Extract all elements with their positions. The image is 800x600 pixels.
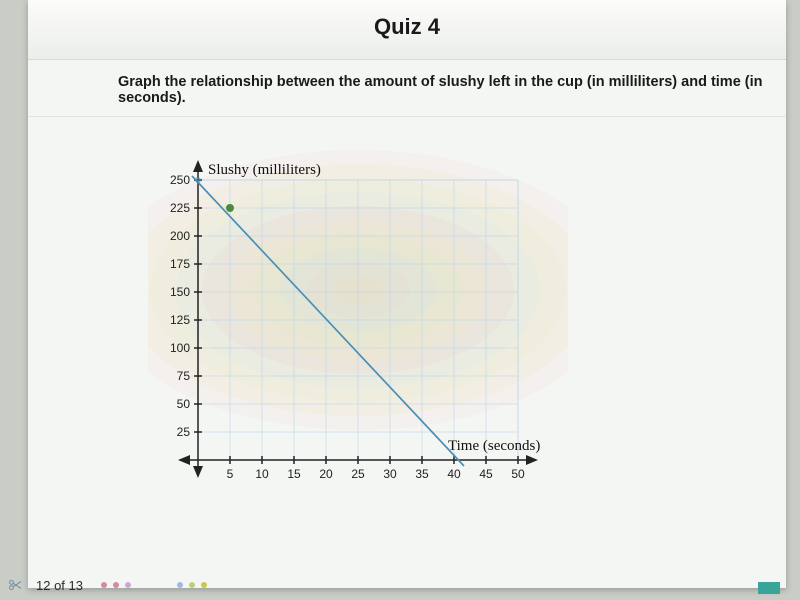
progress-dot[interactable]: [201, 582, 207, 588]
svg-text:10: 10: [255, 467, 269, 481]
svg-text:30: 30: [383, 467, 397, 481]
quiz-title: Quiz 4: [28, 14, 786, 40]
svg-text:5: 5: [227, 467, 234, 481]
chart-area[interactable]: 5 10 15 20 25 30 35 40 45 50 25 50 75 100 125 150 175 200…: [148, 140, 568, 500]
progress-dot[interactable]: [125, 582, 131, 588]
svg-text:40: 40: [447, 467, 461, 481]
svg-text:25: 25: [177, 425, 191, 439]
progress-dot[interactable]: [189, 582, 195, 588]
footer-bar: 12 of 13: [0, 570, 800, 600]
svg-text:200: 200: [170, 229, 190, 243]
progress-indicator: 12 of 13: [36, 578, 83, 593]
scissors-icon: [8, 578, 22, 592]
svg-text:150: 150: [170, 285, 190, 299]
corner-accent: [758, 582, 780, 594]
svg-text:75: 75: [177, 369, 191, 383]
svg-text:50: 50: [177, 397, 191, 411]
svg-text:15: 15: [287, 467, 301, 481]
progress-dot[interactable]: [101, 582, 107, 588]
svg-text:20: 20: [319, 467, 333, 481]
svg-text:50: 50: [511, 467, 525, 481]
svg-text:175: 175: [170, 257, 190, 271]
quiz-header: Quiz 4: [28, 0, 786, 60]
progress-dot[interactable]: [177, 582, 183, 588]
svg-text:25: 25: [351, 467, 365, 481]
svg-text:45: 45: [479, 467, 493, 481]
x-axis-label: Time (seconds): [448, 438, 540, 454]
progress-dots: [101, 582, 207, 588]
question-text: Graph the relationship between the amoun…: [28, 60, 786, 117]
svg-text:35: 35: [415, 467, 429, 481]
svg-text:225: 225: [170, 201, 190, 215]
progress-dot[interactable]: [113, 582, 119, 588]
svg-text:100: 100: [170, 341, 190, 355]
quiz-viewport: Quiz 4 Graph the relationship between th…: [28, 0, 786, 588]
chart-svg: 5 10 15 20 25 30 35 40 45 50 25 50 75 100 125 150 175 200…: [148, 140, 568, 500]
svg-text:250: 250: [170, 173, 190, 187]
y-axis-label: Slushy (milliliters): [208, 162, 321, 178]
graph-point[interactable]: [226, 204, 234, 212]
svg-text:125: 125: [170, 313, 190, 327]
